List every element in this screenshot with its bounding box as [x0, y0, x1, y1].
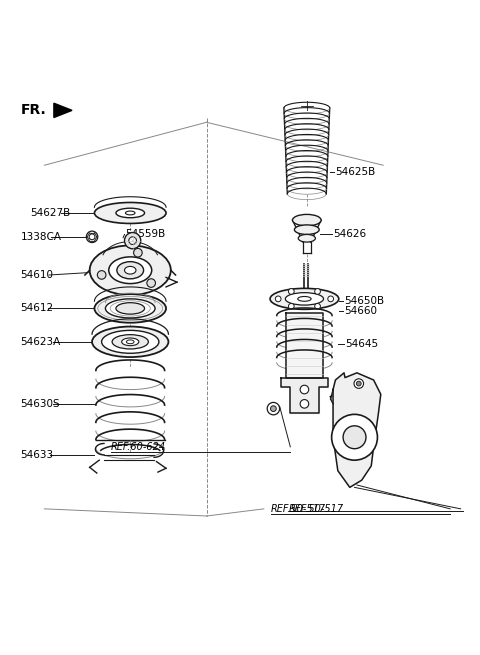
Circle shape	[86, 231, 98, 242]
Ellipse shape	[95, 294, 166, 323]
Ellipse shape	[95, 202, 166, 223]
Ellipse shape	[102, 330, 159, 353]
Ellipse shape	[109, 257, 152, 284]
Circle shape	[315, 289, 321, 294]
Polygon shape	[281, 378, 328, 413]
Text: 1338CA: 1338CA	[21, 232, 61, 242]
Ellipse shape	[292, 214, 321, 226]
Circle shape	[332, 415, 377, 460]
Circle shape	[89, 234, 95, 240]
Ellipse shape	[117, 261, 144, 279]
Text: 54627B: 54627B	[30, 208, 70, 218]
Text: 54645: 54645	[345, 339, 378, 349]
Ellipse shape	[90, 246, 171, 295]
Polygon shape	[286, 313, 323, 378]
Ellipse shape	[125, 211, 135, 215]
Ellipse shape	[112, 335, 148, 349]
Text: REF.50-517: REF.50-517	[288, 504, 344, 514]
Ellipse shape	[121, 338, 139, 346]
Text: 54660: 54660	[344, 306, 377, 316]
Polygon shape	[333, 373, 381, 487]
Circle shape	[300, 385, 309, 394]
Ellipse shape	[92, 327, 168, 357]
Text: 54625B: 54625B	[336, 168, 376, 178]
Text: 54612: 54612	[21, 303, 54, 313]
Polygon shape	[54, 103, 72, 117]
Circle shape	[124, 233, 141, 249]
Circle shape	[271, 405, 276, 411]
Text: 54610: 54610	[21, 270, 53, 280]
Ellipse shape	[106, 299, 155, 318]
Text: 54626: 54626	[333, 229, 366, 240]
Circle shape	[354, 379, 363, 388]
Circle shape	[97, 271, 106, 279]
Text: 54630S: 54630S	[21, 399, 60, 409]
Ellipse shape	[298, 297, 311, 301]
Text: 54633: 54633	[21, 451, 54, 460]
Circle shape	[288, 303, 294, 309]
Circle shape	[129, 237, 136, 244]
Circle shape	[147, 279, 156, 288]
Ellipse shape	[116, 208, 144, 217]
Ellipse shape	[126, 340, 134, 344]
Ellipse shape	[298, 234, 315, 242]
Ellipse shape	[270, 288, 339, 309]
Text: REF.60-624: REF.60-624	[111, 442, 166, 452]
Circle shape	[343, 426, 366, 449]
Ellipse shape	[116, 303, 144, 314]
Circle shape	[328, 296, 334, 302]
Text: FR.: FR.	[21, 103, 46, 117]
Ellipse shape	[294, 225, 319, 234]
Text: 54623A: 54623A	[21, 337, 61, 346]
Circle shape	[300, 400, 309, 408]
Text: REF.50-517: REF.50-517	[271, 504, 326, 514]
Ellipse shape	[124, 267, 136, 274]
Circle shape	[133, 248, 142, 257]
Circle shape	[267, 402, 280, 415]
Text: 54559B: 54559B	[125, 229, 166, 240]
Circle shape	[356, 381, 361, 386]
Circle shape	[276, 296, 281, 302]
Circle shape	[315, 303, 321, 309]
Ellipse shape	[285, 293, 324, 305]
Text: 54650B: 54650B	[344, 296, 384, 307]
Circle shape	[288, 289, 294, 294]
